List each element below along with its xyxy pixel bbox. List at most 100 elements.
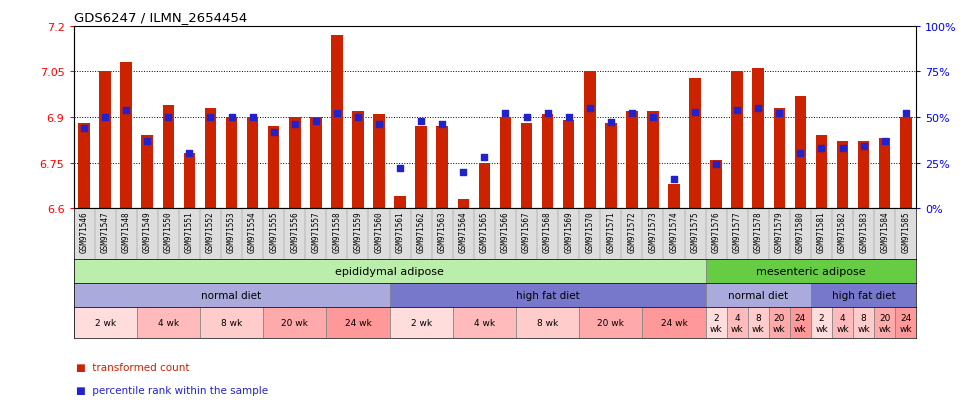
Text: GSM971552: GSM971552 <box>206 211 215 253</box>
Bar <box>141 136 153 209</box>
Point <box>898 111 913 117</box>
Point <box>813 145 829 152</box>
Text: 24
wk: 24 wk <box>900 313 912 333</box>
Text: ■  percentile rank within the sample: ■ percentile rank within the sample <box>76 385 269 395</box>
Text: 20
wk: 20 wk <box>773 313 786 333</box>
Bar <box>205 109 217 209</box>
Bar <box>811 284 916 307</box>
Bar <box>390 307 453 339</box>
Point <box>414 118 429 125</box>
Point <box>97 114 113 121</box>
Text: 8
wk: 8 wk <box>858 313 870 333</box>
Point <box>751 105 766 112</box>
Point <box>793 151 808 157</box>
Bar <box>352 112 364 209</box>
Text: GSM971551: GSM971551 <box>185 211 194 253</box>
Text: GSM971550: GSM971550 <box>164 211 172 253</box>
Text: high fat diet: high fat diet <box>515 290 579 301</box>
Text: epididymal adipose: epididymal adipose <box>335 267 444 277</box>
Text: GSM971582: GSM971582 <box>838 211 847 253</box>
Bar <box>584 72 596 209</box>
Bar <box>837 142 849 209</box>
Point <box>582 105 598 112</box>
Point <box>603 120 618 126</box>
Bar <box>310 118 321 209</box>
Text: 2
wk: 2 wk <box>710 313 722 333</box>
Text: 20 wk: 20 wk <box>598 318 624 328</box>
Bar <box>643 307 706 339</box>
Text: 4 wk: 4 wk <box>473 318 495 328</box>
Bar <box>436 127 448 209</box>
Bar <box>163 106 174 209</box>
Text: GDS6247 / ILMN_2654454: GDS6247 / ILMN_2654454 <box>74 11 247 24</box>
Bar <box>832 307 854 339</box>
Bar <box>200 307 263 339</box>
Text: GSM971571: GSM971571 <box>607 211 615 253</box>
Text: GSM971547: GSM971547 <box>101 211 110 253</box>
Text: GSM971569: GSM971569 <box>564 211 573 253</box>
Text: GSM971563: GSM971563 <box>438 211 447 253</box>
Text: GSM971585: GSM971585 <box>902 211 910 253</box>
Bar <box>815 136 827 209</box>
Text: 20
wk: 20 wk <box>878 313 891 333</box>
Text: GSM971559: GSM971559 <box>354 211 363 253</box>
Text: GSM971562: GSM971562 <box>416 211 425 253</box>
Text: GSM971554: GSM971554 <box>248 211 257 253</box>
Bar <box>706 284 811 307</box>
Point <box>645 114 661 121</box>
Point <box>835 145 851 152</box>
Text: GSM971568: GSM971568 <box>543 211 552 253</box>
Bar <box>373 115 385 209</box>
Bar <box>769 307 790 339</box>
Text: 2 wk: 2 wk <box>94 318 116 328</box>
Bar <box>811 307 832 339</box>
Bar <box>710 160 722 209</box>
Bar <box>268 127 279 209</box>
Point <box>518 114 534 121</box>
Bar <box>78 124 90 209</box>
Text: GSM971575: GSM971575 <box>691 211 700 253</box>
Bar <box>858 142 869 209</box>
Bar <box>689 78 701 209</box>
Text: GSM971564: GSM971564 <box>459 211 467 253</box>
Point <box>161 114 176 121</box>
Text: GSM971557: GSM971557 <box>312 211 320 253</box>
Bar <box>605 124 616 209</box>
Text: GSM971574: GSM971574 <box>669 211 678 253</box>
Bar <box>773 109 785 209</box>
Bar <box>390 284 706 307</box>
Point <box>181 151 197 157</box>
Bar <box>121 63 132 209</box>
Bar <box>331 36 343 209</box>
Text: 8
wk: 8 wk <box>752 313 764 333</box>
Text: ■  transformed count: ■ transformed count <box>76 363 190 373</box>
Text: GSM971578: GSM971578 <box>754 211 762 253</box>
Text: 2 wk: 2 wk <box>411 318 432 328</box>
Text: 24 wk: 24 wk <box>345 318 371 328</box>
Text: GSM971548: GSM971548 <box>122 211 130 253</box>
Text: 20 wk: 20 wk <box>281 318 308 328</box>
Text: GSM971558: GSM971558 <box>332 211 341 253</box>
Text: GSM971584: GSM971584 <box>880 211 889 253</box>
Text: GSM971553: GSM971553 <box>227 211 236 253</box>
Bar <box>394 197 406 209</box>
Text: GSM971560: GSM971560 <box>374 211 383 253</box>
Bar <box>542 115 554 209</box>
Bar <box>183 154 195 209</box>
Text: GSM971583: GSM971583 <box>859 211 868 253</box>
Point <box>561 114 576 121</box>
Bar <box>74 260 706 284</box>
Point <box>856 143 871 150</box>
Text: GSM971555: GSM971555 <box>270 211 278 253</box>
Bar <box>416 127 427 209</box>
Point <box>245 114 261 121</box>
Text: 4
wk: 4 wk <box>836 313 849 333</box>
Text: GSM971567: GSM971567 <box>522 211 531 253</box>
Bar <box>790 307 811 339</box>
Bar <box>748 307 769 339</box>
Bar <box>74 307 137 339</box>
Point <box>119 107 134 114</box>
Bar <box>263 307 326 339</box>
Text: GSM971549: GSM971549 <box>143 211 152 253</box>
Text: GSM971565: GSM971565 <box>480 211 489 253</box>
